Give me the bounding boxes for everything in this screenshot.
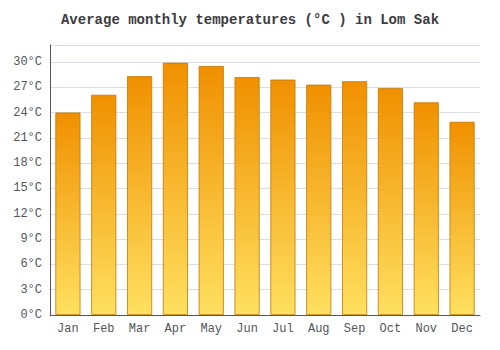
svg-text:24°C: 24°C [13,106,42,120]
svg-text:30°C: 30°C [13,55,42,69]
svg-text:Jul: Jul [272,322,294,336]
svg-text:Apr: Apr [165,322,187,336]
svg-text:15°C: 15°C [13,181,42,195]
svg-text:21°C: 21°C [13,131,42,145]
svg-text:Average monthly temperatures (: Average monthly temperatures (°C ) in Lo… [61,12,439,28]
svg-text:6°C: 6°C [20,257,42,271]
svg-text:Sep: Sep [344,322,366,336]
svg-text:Mar: Mar [129,322,151,336]
svg-text:9°C: 9°C [20,232,42,246]
svg-text:12°C: 12°C [13,207,42,221]
svg-text:0°C: 0°C [20,308,42,322]
svg-text:Jan: Jan [57,322,79,336]
svg-text:27°C: 27°C [13,80,42,94]
svg-text:Aug: Aug [308,322,330,336]
svg-text:18°C: 18°C [13,156,42,170]
svg-text:Nov: Nov [415,322,437,336]
svg-text:3°C: 3°C [20,283,42,297]
svg-text:May: May [200,322,222,336]
svg-text:Feb: Feb [93,322,115,336]
svg-text:Jun: Jun [236,322,258,336]
svg-text:Oct: Oct [380,322,402,336]
svg-text:Dec: Dec [451,322,473,336]
